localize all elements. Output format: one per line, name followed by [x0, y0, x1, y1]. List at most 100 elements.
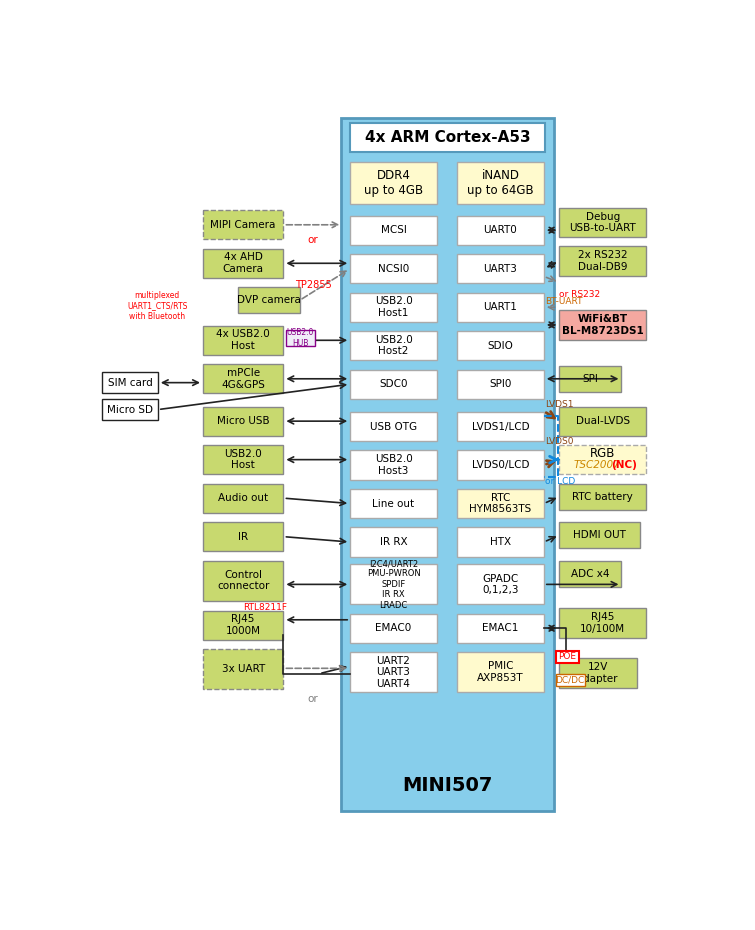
Text: RJ45
1000M: RJ45 1000M	[226, 615, 260, 636]
Bar	[559, 484, 646, 510]
Text: 4x USB2.0
Host: 4x USB2.0 Host	[216, 329, 270, 352]
Bar	[203, 210, 283, 239]
Text: EMAC0: EMAC0	[375, 623, 411, 633]
Bar	[457, 450, 544, 480]
Bar	[559, 365, 621, 392]
Bar	[556, 673, 585, 686]
Text: BT-UART: BT-UART	[545, 297, 583, 306]
Text: or LCD: or LCD	[545, 477, 575, 485]
Text: USB2.0
Host: USB2.0 Host	[224, 449, 262, 471]
Bar	[457, 369, 544, 399]
Bar	[203, 649, 283, 689]
Bar	[457, 331, 544, 360]
Text: 3x UART: 3x UART	[221, 664, 265, 674]
Text: EMAC1: EMAC1	[482, 623, 519, 633]
Bar	[350, 614, 437, 643]
Bar	[350, 331, 437, 360]
Bar	[350, 162, 437, 204]
Bar	[457, 254, 544, 284]
Bar	[102, 399, 158, 420]
Text: or: or	[307, 235, 319, 246]
Text: LVDS1/LCD: LVDS1/LCD	[472, 421, 529, 432]
Bar	[559, 406, 646, 436]
Text: or RS232: or RS232	[559, 290, 600, 299]
Bar	[203, 248, 283, 278]
Bar	[350, 489, 437, 518]
Text: LVDS0/LCD: LVDS0/LCD	[472, 460, 529, 470]
Text: SPI: SPI	[582, 374, 598, 384]
Text: UART3: UART3	[483, 264, 517, 273]
Text: TSC2007: TSC2007	[573, 460, 620, 470]
Text: MCSI: MCSI	[381, 225, 406, 235]
Text: UART1: UART1	[483, 302, 517, 312]
Text: 2x RS232
Dual-DB9: 2x RS232 Dual-DB9	[578, 250, 627, 272]
Text: iNAND
up to 64GB: iNAND up to 64GB	[467, 169, 534, 197]
Text: 4x AHD
Camera: 4x AHD Camera	[223, 252, 263, 274]
Bar	[559, 608, 646, 637]
Bar	[341, 118, 554, 811]
Bar	[203, 365, 283, 393]
Text: 4x ARM Cortex-A53: 4x ARM Cortex-A53	[365, 130, 530, 145]
Text: RGB: RGB	[590, 447, 615, 460]
Text: UART2
UART3
UART4: UART2 UART3 UART4	[377, 656, 411, 689]
Bar	[350, 565, 437, 604]
Bar	[457, 652, 544, 692]
Bar	[457, 489, 544, 518]
Text: LVDS1: LVDS1	[545, 401, 574, 409]
Text: PMIC
AXP853T: PMIC AXP853T	[477, 661, 524, 683]
Bar	[559, 445, 646, 474]
Text: SIM card: SIM card	[108, 378, 153, 388]
Text: Dual-LVDS: Dual-LVDS	[576, 416, 630, 426]
Text: Micro SD: Micro SD	[107, 405, 153, 415]
Text: SDIO: SDIO	[488, 340, 513, 351]
Text: ADC x4: ADC x4	[571, 568, 609, 578]
Text: RJ45
10/100M: RJ45 10/100M	[580, 612, 625, 633]
Bar	[350, 450, 437, 480]
Text: GPADC
0,1,2,3: GPADC 0,1,2,3	[482, 574, 519, 595]
Text: USB2.0
Host2: USB2.0 Host2	[374, 335, 412, 356]
Text: USB OTG: USB OTG	[370, 421, 417, 432]
Text: RTC battery: RTC battery	[572, 492, 633, 501]
Text: DC/DC: DC/DC	[556, 675, 585, 684]
Bar	[350, 652, 437, 692]
Bar	[203, 406, 283, 436]
Text: HTX: HTX	[490, 537, 511, 547]
Text: SPI0: SPI0	[489, 379, 512, 389]
Bar	[286, 329, 316, 347]
Bar	[203, 522, 283, 551]
Bar	[457, 162, 544, 204]
Bar	[203, 611, 283, 640]
Text: (NC): (NC)	[612, 460, 637, 470]
Bar	[559, 561, 621, 587]
Bar	[350, 293, 437, 322]
Text: RTC
HYM8563TS: RTC HYM8563TS	[470, 493, 532, 514]
Bar	[559, 658, 637, 687]
Bar	[457, 614, 544, 643]
Text: MIPI Camera: MIPI Camera	[211, 219, 276, 230]
Text: UART0: UART0	[484, 225, 517, 235]
Bar	[559, 311, 646, 339]
Bar	[457, 412, 544, 441]
Text: Control
connector: Control connector	[217, 570, 270, 591]
Bar	[350, 369, 437, 399]
Bar	[203, 561, 283, 601]
Text: NCSI0: NCSI0	[378, 264, 409, 273]
Bar	[203, 326, 283, 355]
Bar	[203, 484, 283, 512]
Text: USB2.0
Host3: USB2.0 Host3	[374, 454, 412, 476]
Text: IR RX: IR RX	[380, 537, 408, 547]
Text: HDMI OUT: HDMI OUT	[573, 530, 626, 540]
Text: WiFi&BT
BL-M8723DS1: WiFi&BT BL-M8723DS1	[562, 314, 644, 336]
Bar	[457, 216, 544, 245]
Text: 12V
Adapter: 12V Adapter	[578, 662, 619, 684]
Text: DVP camera: DVP camera	[237, 295, 300, 305]
Bar	[350, 254, 437, 284]
Text: Debug
USB-to-UART: Debug USB-to-UART	[569, 212, 636, 233]
Text: DDR4
up to 4GB: DDR4 up to 4GB	[364, 169, 423, 197]
Text: I2C4/UART2
PMU-PWRON
SPDIF
IR RX
LRADC: I2C4/UART2 PMU-PWRON SPDIF IR RX LRADC	[367, 559, 421, 610]
Text: Audio out: Audio out	[218, 493, 268, 503]
Bar	[559, 246, 646, 275]
Bar	[559, 207, 646, 237]
Bar	[238, 287, 300, 313]
Bar	[203, 445, 283, 474]
